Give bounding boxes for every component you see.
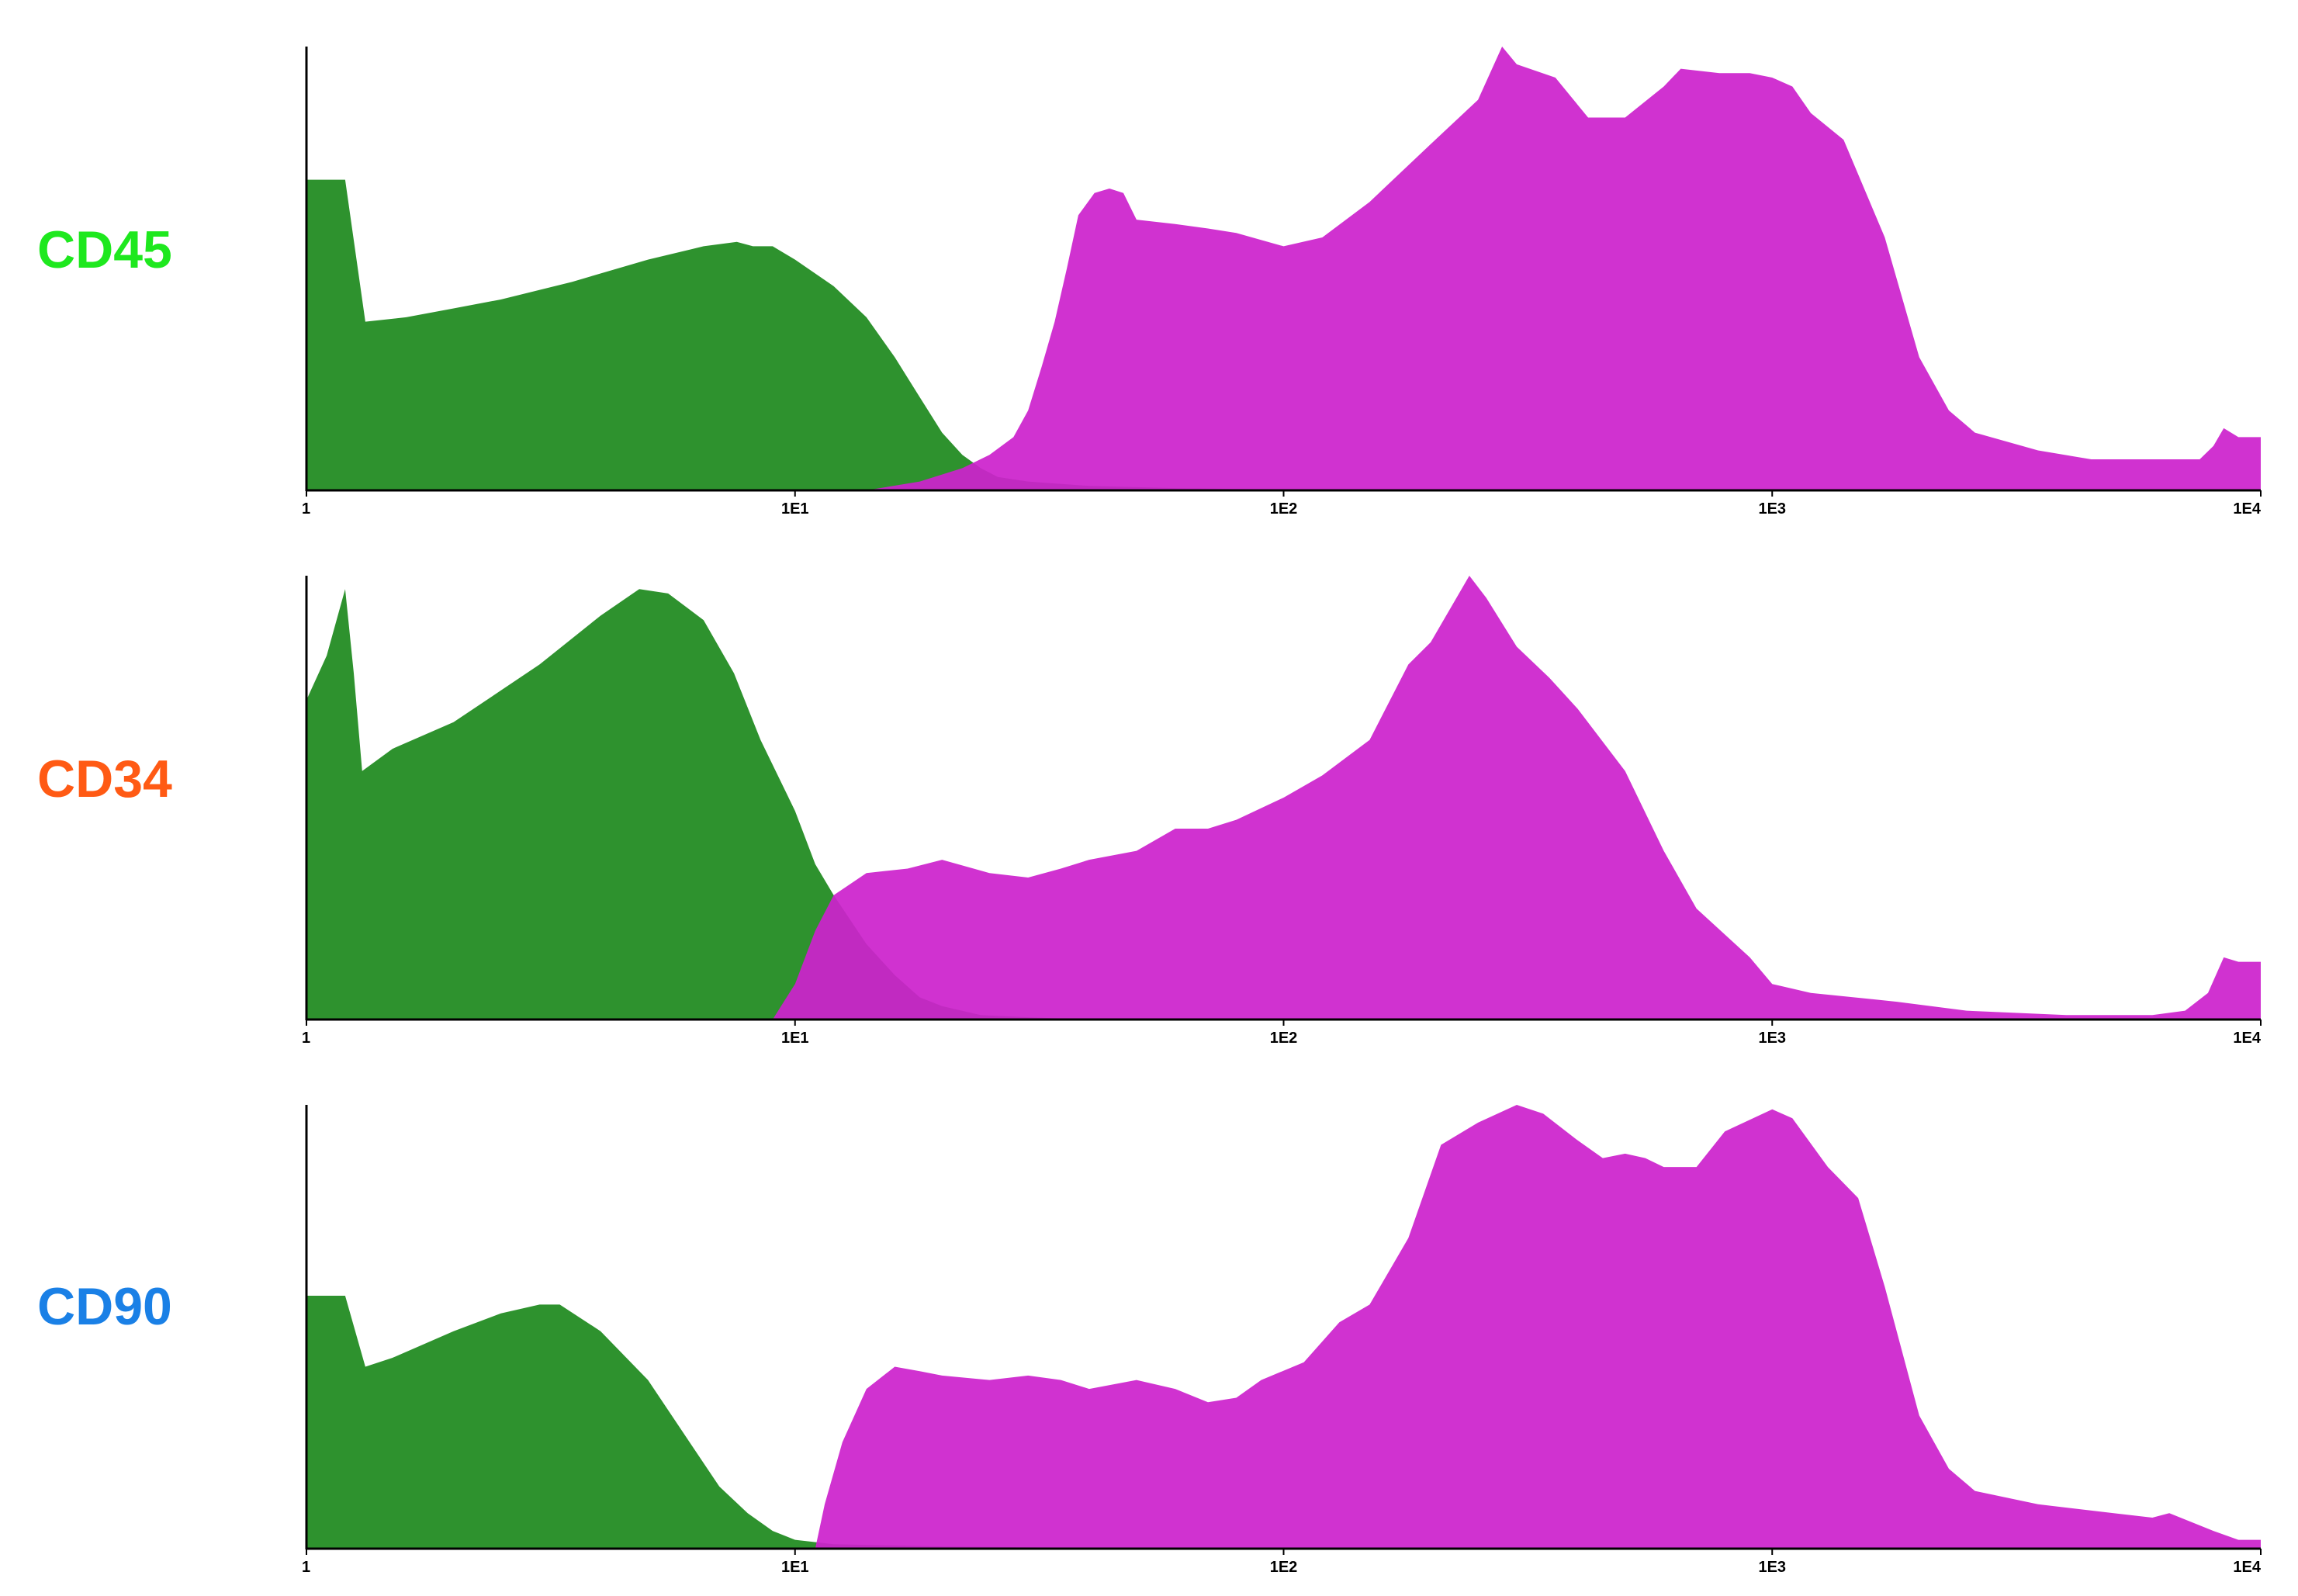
histogram-panel-cd45: CD45 1 1E1 1E2 1E3 1E4 (37, 47, 2262, 518)
x-tick-label: 1E4 (2233, 1559, 2261, 1576)
x-tick-label: 1E3 (1758, 1559, 1786, 1576)
marker-label: CD45 (37, 220, 172, 279)
histogram-panel-cd34: CD34 1 1E1 1E2 1E3 1E4 (37, 576, 2262, 1047)
x-tick-label: 1E3 (1758, 1030, 1786, 1047)
marker-label: CD34 (37, 750, 172, 808)
x-tick-label: 1E2 (1270, 500, 1298, 518)
x-tick-label: 1 (302, 500, 310, 518)
x-tick-label: 1E4 (2233, 500, 2261, 518)
x-tick-label: 1E1 (781, 1559, 809, 1576)
x-tick-label: 1E2 (1270, 1030, 1298, 1047)
x-tick-label: 1E1 (781, 500, 809, 518)
marker-label: CD90 (37, 1277, 172, 1336)
control-histogram (306, 179, 2261, 490)
x-tick-label: 1E4 (2233, 1030, 2261, 1047)
marker-histogram (772, 576, 2261, 1020)
x-tick-label: 1E2 (1270, 1559, 1298, 1576)
x-tick-label: 1E1 (781, 1030, 809, 1047)
x-tick-label: 1 (302, 1030, 310, 1047)
control-histogram (306, 589, 2261, 1020)
x-tick-label: 1E3 (1758, 500, 1786, 518)
histogram-panel-cd90: CD90 1 1E1 1E2 1E3 1E4 (37, 1105, 2262, 1576)
marker-histogram (815, 1105, 2261, 1549)
control-histogram (306, 1296, 2261, 1549)
x-tick-label: 1 (302, 1559, 310, 1576)
marker-histogram (866, 47, 2261, 490)
